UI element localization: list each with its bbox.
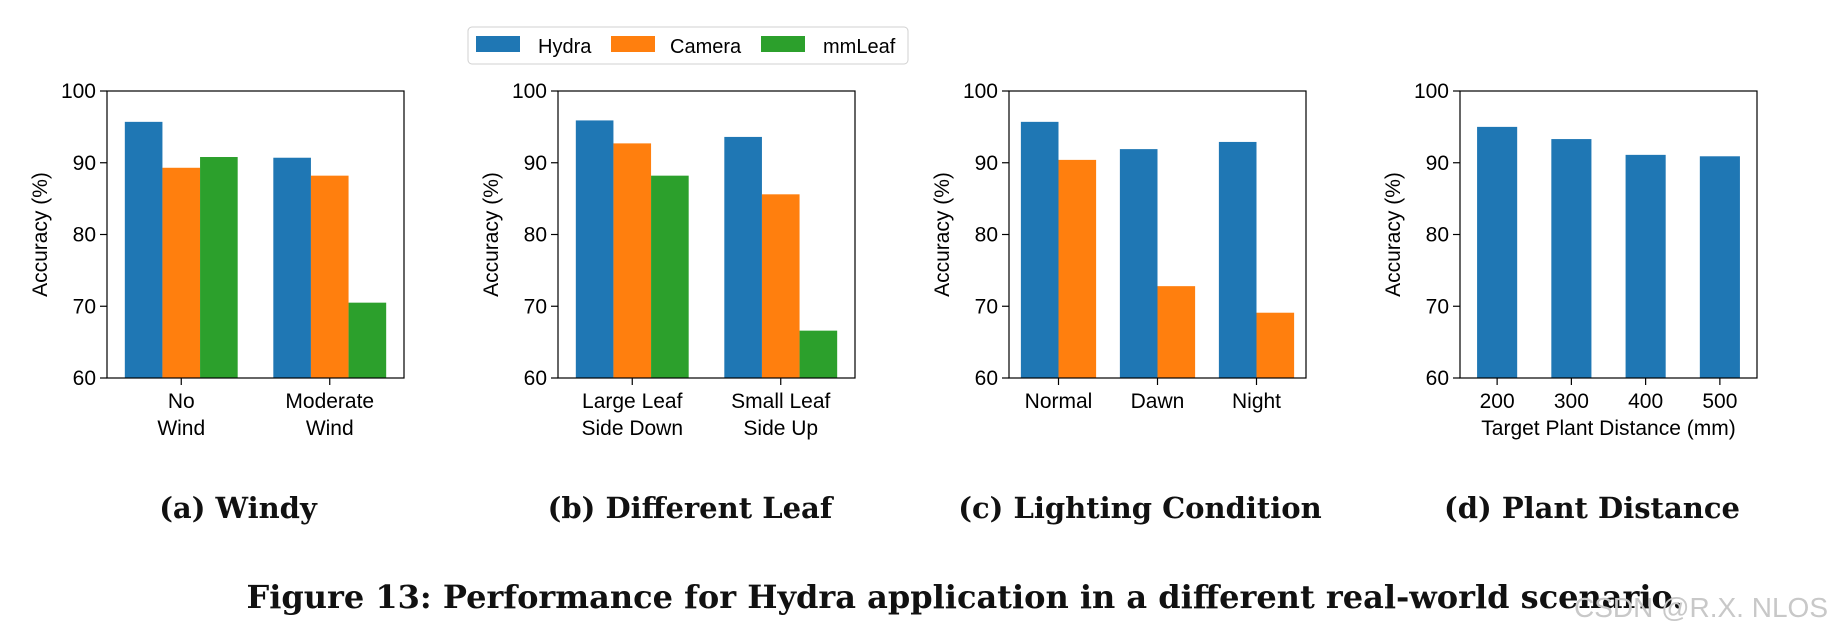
bar-mmleaf-1 (348, 302, 387, 378)
y-tick-label: 60 (1426, 367, 1449, 390)
bar-camera-0 (1058, 159, 1097, 378)
watermark: CSDN @R.X. NLOS (1574, 592, 1828, 623)
x-tick-label: Night (1232, 390, 1281, 413)
x-tick-label: Small Leaf (731, 390, 830, 413)
x-tick-label: Side Down (581, 417, 683, 440)
bar-hydra-1 (724, 136, 762, 378)
y-axis-label: Accuracy (%) (29, 172, 52, 297)
x-axis-label: Target Plant Distance (mm) (1481, 417, 1735, 440)
legend-entry-camera: Camera (611, 36, 742, 58)
x-tick-label: 200 (1480, 390, 1515, 413)
legend-entry-mmleaf: mmLeaf (761, 36, 896, 58)
bar-hydra-0 (575, 120, 614, 379)
y-tick-label: 60 (524, 367, 547, 390)
y-tick-label: 90 (1426, 152, 1449, 175)
bar-camera-1 (1157, 286, 1196, 378)
bar-mmleaf-0 (651, 175, 689, 378)
panel-caption: (b) Different Leaf (548, 491, 835, 525)
y-tick-label: 100 (512, 80, 547, 103)
legend-swatch-mmleaf (761, 36, 805, 52)
bar-hydra-3 (1699, 156, 1740, 378)
bar-camera-1 (761, 194, 800, 378)
x-tick-label: Side Up (743, 417, 818, 440)
y-tick-label: 70 (1426, 295, 1449, 318)
bar-hydra-2 (1218, 141, 1257, 378)
bar-camera-0 (162, 167, 201, 378)
legend-label-camera: Camera (670, 36, 742, 58)
x-tick-label: Normal (1025, 390, 1093, 413)
legend-label-mmleaf: mmLeaf (823, 36, 896, 58)
y-tick-label: 60 (73, 367, 96, 390)
chart-panels: 60 70 80 90 100 Accuracy (%) No Wind Moderate Win… (29, 80, 1758, 525)
y-tick-label: 70 (975, 295, 998, 318)
x-tick-label: Moderate (285, 390, 374, 413)
y-tick-label: 100 (1414, 80, 1449, 103)
legend-swatch-hydra (476, 36, 520, 52)
legend: Hydra Camera mmLeaf (467, 26, 909, 65)
bar-hydra-0 (1477, 126, 1518, 379)
y-tick-label: 70 (73, 295, 96, 318)
chart-panel-lighting: 60 70 80 90 100 Accuracy (%) Normal Dawn Night (c… (931, 80, 1322, 525)
legend-label-hydra: Hydra (538, 36, 592, 58)
x-tick-label: Wind (157, 417, 205, 440)
legend-swatch-camera (611, 36, 655, 52)
bar-camera-2 (1256, 312, 1295, 378)
bar-mmleaf-0 (200, 157, 238, 378)
x-tick-label: Wind (306, 417, 354, 440)
figure-caption: Figure 13: Performance for Hydra applica… (247, 578, 1684, 616)
x-tick-label: Dawn (1131, 390, 1185, 413)
panel-caption: (a) Windy (159, 491, 318, 525)
bar-camera-0 (613, 143, 652, 378)
chart-panel-windy: 60 70 80 90 100 Accuracy (%) No Wind Moderate Win… (29, 80, 405, 525)
y-tick-label: 90 (73, 152, 96, 175)
y-tick-label: 80 (1426, 224, 1449, 247)
legend-entry-hydra: Hydra (476, 36, 592, 58)
y-tick-label: 100 (61, 80, 96, 103)
bar-hydra-0 (124, 121, 163, 378)
bar-hydra-1 (1119, 149, 1158, 378)
y-tick-label: 80 (73, 224, 96, 247)
bar-hydra-1 (1551, 139, 1592, 378)
y-tick-label: 80 (975, 224, 998, 247)
y-tick-label: 60 (975, 367, 998, 390)
x-tick-label: 500 (1702, 390, 1737, 413)
x-tick-label: 400 (1628, 390, 1663, 413)
x-tick-label: 300 (1554, 390, 1589, 413)
y-axis-label: Accuracy (%) (1382, 172, 1405, 297)
bar-hydra-0 (1020, 121, 1059, 378)
bar-hydra-1 (273, 157, 311, 378)
chart-panel-distance: 60 70 80 90 100 Accuracy (%) 200 300 400 500 Targe… (1382, 80, 1758, 525)
bar-hydra-2 (1625, 154, 1666, 378)
y-tick-label: 70 (524, 295, 547, 318)
y-axis-label: Accuracy (%) (480, 172, 503, 297)
x-tick-label: No (168, 390, 195, 413)
y-tick-label: 90 (975, 152, 998, 175)
panel-caption: (d) Plant Distance (1444, 491, 1740, 525)
bar-mmleaf-1 (799, 330, 838, 378)
y-axis-label: Accuracy (%) (931, 172, 954, 297)
panel-caption: (c) Lighting Condition (958, 491, 1321, 525)
bar-camera-1 (310, 175, 349, 378)
y-tick-label: 80 (524, 224, 547, 247)
x-tick-label: Large Leaf (582, 390, 683, 413)
chart-panel-leaf: 60 70 80 90 100 Accuracy (%) Large Leaf Side Do… (480, 80, 856, 525)
y-tick-label: 100 (963, 80, 998, 103)
y-tick-label: 90 (524, 152, 547, 175)
